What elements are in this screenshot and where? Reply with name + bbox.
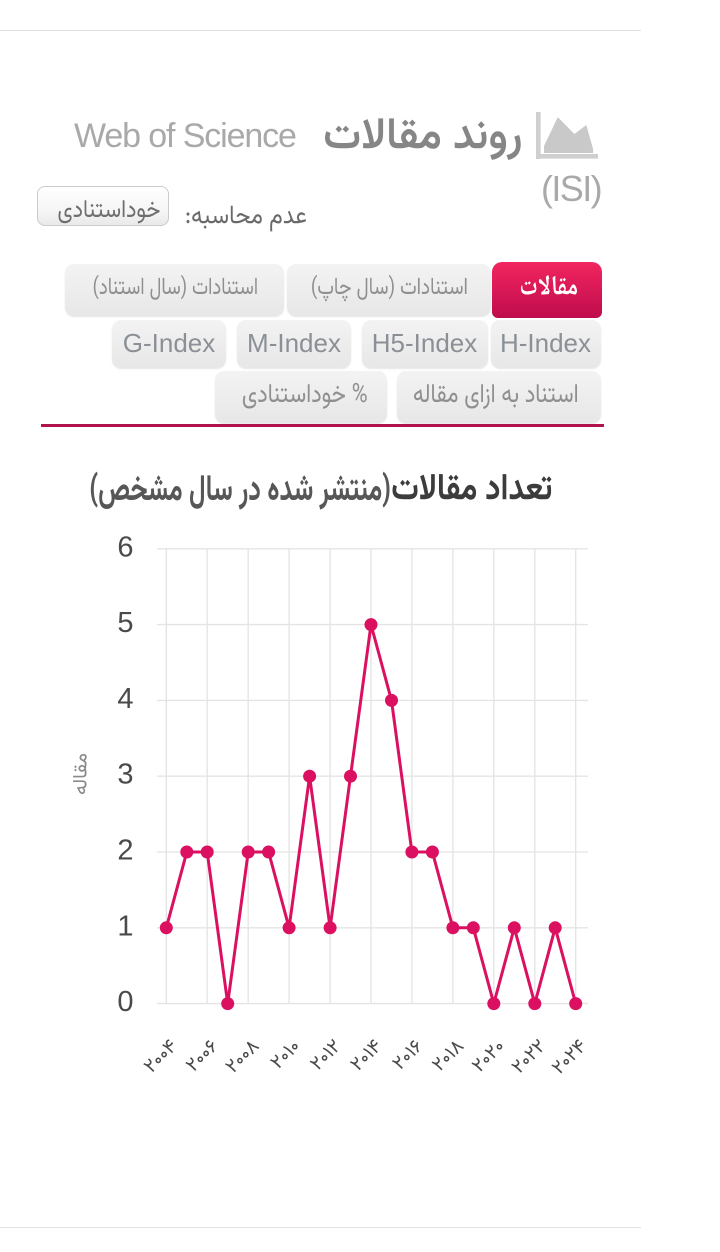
svg-text:6: 6 bbox=[117, 531, 133, 563]
svg-text:5: 5 bbox=[117, 607, 133, 639]
svg-text:0: 0 bbox=[117, 986, 133, 1018]
svg-text:3: 3 bbox=[117, 759, 133, 791]
svg-text:2: 2 bbox=[117, 835, 133, 867]
svg-text:4: 4 bbox=[117, 683, 133, 715]
svg-text:1: 1 bbox=[117, 910, 133, 942]
